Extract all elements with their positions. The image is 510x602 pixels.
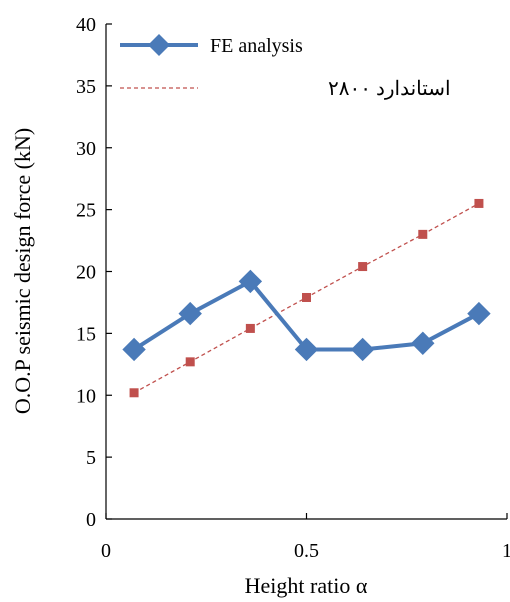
standard-2800-point <box>474 198 484 208</box>
y-tick-label: 0 <box>86 509 96 531</box>
standard-2800-point <box>418 229 428 239</box>
y-tick-label: 20 <box>76 262 96 284</box>
fe-analysis-point <box>238 269 263 294</box>
fe-analysis-point <box>178 301 202 326</box>
x-tick-label: 0 <box>101 540 111 562</box>
y-tick-label: 10 <box>76 385 96 407</box>
y-tick-label: 35 <box>76 76 96 98</box>
y-tick-label: 40 <box>76 14 96 36</box>
legend-fe-analysis-marker <box>148 34 170 56</box>
y-tick-label: 30 <box>76 138 96 160</box>
legend: FE analysis استاندارد ۲۸۰۰ <box>120 34 451 100</box>
y-tick-label: 5 <box>86 447 96 469</box>
fe-analysis-point <box>467 301 491 326</box>
fe-analysis-point <box>411 331 435 355</box>
standard-2800-point <box>245 323 255 333</box>
y-tick-label: 25 <box>76 200 96 222</box>
series-layer <box>122 198 491 398</box>
y-tick-label: 15 <box>76 323 96 345</box>
x-tick-label: 0.5 <box>294 540 319 562</box>
standard-2800-point <box>185 357 195 367</box>
fe-analysis-point <box>350 337 375 362</box>
y-axis-ticks: 0 5 10 15 20 25 30 35 40 <box>76 14 112 531</box>
x-axis-title: Height ratio α <box>245 573 368 598</box>
fe-analysis-point <box>294 337 319 362</box>
standard-2800-point <box>358 262 368 272</box>
legend-fe-analysis-label: FE analysis <box>210 35 303 57</box>
y-axis-title: O.O.P seismic design force (kN) <box>10 128 35 414</box>
legend-standard-2800-label: استاندارد ۲۸۰۰ <box>328 78 451 100</box>
x-axis-ticks: 0 0.5 1 <box>101 513 510 562</box>
standard-2800-point <box>302 292 311 302</box>
standard-2800-point <box>129 388 139 398</box>
fe-analysis-point <box>122 337 146 362</box>
x-tick-label: 1 <box>502 540 510 562</box>
